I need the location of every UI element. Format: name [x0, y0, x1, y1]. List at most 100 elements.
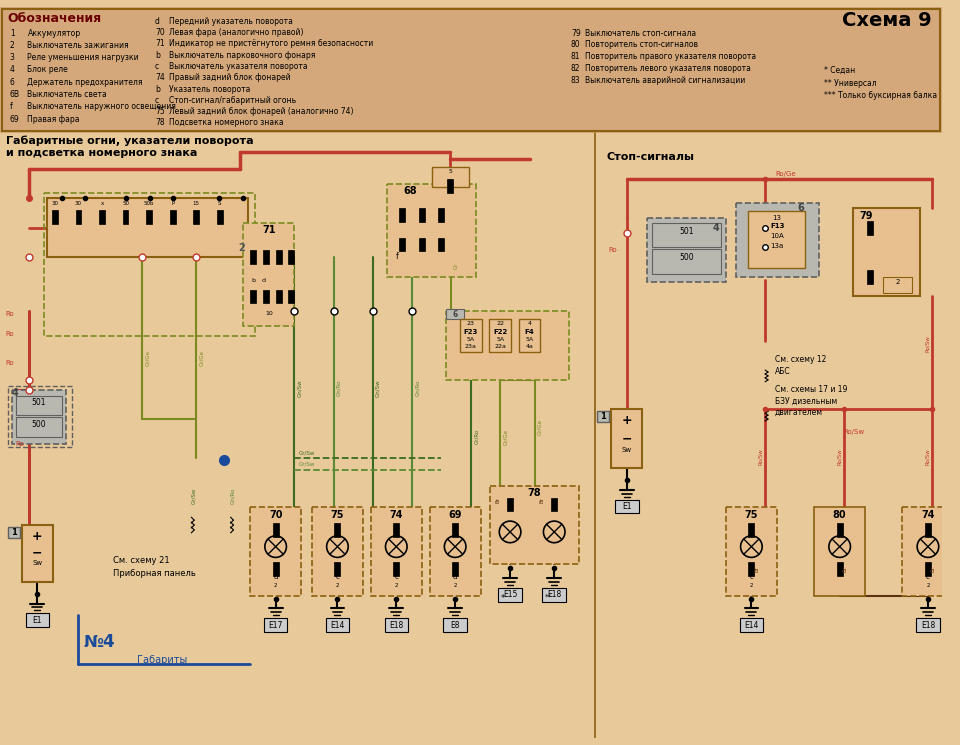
Text: 79: 79 [571, 29, 581, 38]
Text: x: x [101, 201, 104, 206]
Text: Стоп-сигнал/габаритный огонь: Стоп-сигнал/габаритный огонь [169, 96, 296, 105]
Bar [491, 486, 579, 564]
Bar [837, 523, 843, 537]
Bar [170, 210, 176, 224]
Text: Подсветка номерного знака: Подсветка номерного знака [169, 118, 283, 127]
Bar [726, 507, 777, 596]
Text: 13a: 13a [770, 243, 783, 249]
Bar [837, 562, 843, 576]
Bar [52, 210, 58, 224]
Text: E17: E17 [269, 621, 283, 630]
Bar [542, 588, 566, 601]
Bar [925, 523, 931, 537]
Bar [452, 523, 458, 537]
Text: 78: 78 [155, 118, 164, 127]
Bar [325, 618, 349, 632]
Text: 4a: 4a [526, 343, 534, 349]
Bar [276, 290, 281, 303]
Bar [419, 238, 424, 251]
Bar [243, 223, 295, 326]
Bar [612, 409, 642, 468]
Text: F13: F13 [770, 223, 784, 229]
Text: Gr/Ge: Gr/Ge [503, 429, 508, 445]
Text: +: + [621, 414, 632, 427]
Text: Передний указатель поворота: Передний указатель поворота [169, 17, 293, 26]
Text: 23: 23 [467, 321, 475, 326]
Text: Правая фара: Правая фара [28, 115, 80, 124]
Text: E14: E14 [744, 621, 758, 630]
Text: 13: 13 [773, 215, 781, 221]
Text: Ro/Ge: Ro/Ge [775, 171, 796, 177]
Bar [288, 290, 295, 303]
Text: 70: 70 [269, 510, 282, 520]
Bar [251, 250, 256, 264]
Text: 30: 30 [75, 201, 82, 206]
Text: Ro/Sw: Ro/Sw [925, 336, 930, 352]
Text: 22: 22 [496, 321, 504, 326]
Bar [251, 290, 256, 303]
Text: 75: 75 [745, 510, 758, 520]
Text: 2: 2 [10, 41, 14, 50]
Text: 71: 71 [155, 39, 164, 48]
Text: Gr/Ge: Gr/Ge [145, 350, 150, 367]
Bar [749, 523, 755, 537]
Text: 4: 4 [10, 66, 14, 75]
Text: Выключатель зажигания: Выключатель зажигания [28, 41, 129, 50]
Text: Gn/Sw: Gn/Sw [375, 380, 381, 398]
Text: Br: Br [843, 566, 848, 572]
Bar [251, 507, 301, 596]
Text: Gr: Gr [454, 262, 459, 269]
Bar [371, 507, 421, 596]
Text: Gr/Sw: Gr/Sw [191, 488, 196, 504]
Text: Gr/Sw: Gr/Sw [300, 461, 316, 466]
Text: 5A: 5A [496, 337, 504, 342]
Bar [749, 211, 805, 268]
Text: Левый задний блок фонарей (аналогично 74): Левый задний блок фонарей (аналогично 74… [169, 107, 353, 116]
Text: * Седан: * Седан [824, 66, 855, 75]
Bar [0, 7, 942, 133]
Bar [123, 210, 129, 224]
Bar [507, 498, 513, 511]
Text: Ro/Sw: Ro/Sw [837, 448, 842, 466]
Text: c: c [395, 574, 398, 580]
Bar [867, 270, 873, 284]
Text: Ro/Sw: Ro/Sw [758, 448, 763, 466]
Text: 501: 501 [31, 399, 45, 408]
Bar [490, 319, 511, 352]
Text: 10: 10 [265, 311, 273, 316]
Text: S: S [218, 201, 222, 206]
Text: Выключатель света: Выключатель света [28, 90, 108, 99]
Text: 79: 79 [859, 211, 873, 221]
Bar [519, 319, 540, 352]
Text: Gr/Ge: Gr/Ge [199, 350, 204, 367]
Text: Правый задний блок фонарей: Правый задний блок фонарей [169, 73, 290, 82]
Text: Gn/Ro: Gn/Ro [336, 380, 342, 396]
Bar [263, 250, 269, 264]
Text: См. схему 21: См. схему 21 [113, 557, 169, 565]
Text: См. схемы 17 и 19: См. схемы 17 и 19 [775, 384, 848, 394]
Text: −: − [32, 547, 42, 559]
Bar [8, 527, 19, 538]
Text: Sw: Sw [622, 446, 632, 452]
Bar [439, 238, 444, 251]
Text: 2: 2 [926, 583, 929, 588]
Bar [12, 390, 65, 443]
Text: 2: 2 [896, 279, 900, 285]
Text: 68: 68 [403, 186, 417, 196]
Text: Стоп-сигналы: Стоп-сигналы [606, 152, 694, 162]
Bar [26, 613, 49, 627]
Bar [739, 618, 763, 632]
Bar [883, 277, 912, 293]
Text: 1: 1 [11, 528, 16, 537]
Text: E18: E18 [389, 621, 403, 630]
Text: d: d [155, 17, 160, 26]
Text: c: c [335, 574, 340, 580]
Text: 82: 82 [571, 64, 581, 73]
Text: 501: 501 [680, 226, 694, 236]
Text: 6: 6 [10, 77, 14, 86]
Text: Блок реле: Блок реле [28, 66, 68, 75]
Bar [447, 179, 453, 192]
Bar [276, 250, 281, 264]
Text: Индикатор не пристёгнутого ремня безопасности: Индикатор не пристёгнутого ремня безопас… [169, 39, 373, 48]
Text: E15: E15 [503, 590, 517, 599]
